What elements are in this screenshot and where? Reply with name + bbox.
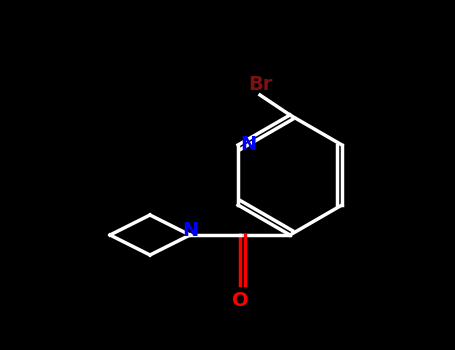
Text: N: N: [240, 135, 256, 154]
Text: N: N: [182, 220, 198, 239]
Text: O: O: [232, 290, 248, 309]
Text: Br: Br: [248, 76, 272, 94]
